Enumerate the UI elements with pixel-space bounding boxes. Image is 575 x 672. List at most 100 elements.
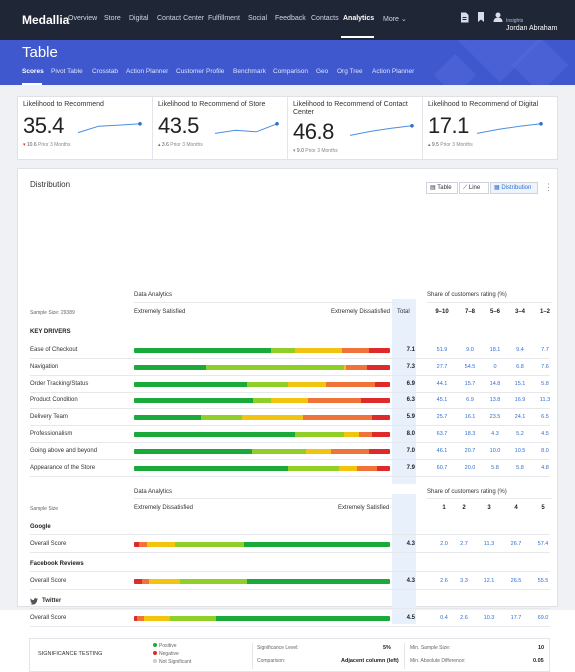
nav-item-feedback[interactable]: Feedback [275, 15, 306, 22]
share-value[interactable]: 5.8 [516, 464, 524, 471]
share-value[interactable]: 25.7 [436, 414, 448, 421]
kpi-card-likelihood-to-recommend-digital[interactable]: Likelihood to Recommend of Digital 17.1 … [423, 97, 557, 159]
kpi-card-likelihood-to-recommend-store[interactable]: Likelihood to Recommend of Store 43.5 ▴ … [153, 97, 288, 159]
share-value[interactable]: 16.1 [464, 414, 476, 421]
share-value[interactable]: 8.0 [541, 447, 549, 454]
tab-scores[interactable]: Scores [22, 68, 44, 75]
share-value[interactable]: 17.7 [510, 615, 522, 621]
nav-item-fulfillment[interactable]: Fulfillment [208, 15, 240, 22]
distribution-bar[interactable] [134, 398, 390, 404]
distribution-bar[interactable] [134, 364, 390, 370]
share-value[interactable]: 46.1 [436, 447, 448, 454]
nav-item-store[interactable]: Store [104, 15, 121, 22]
comparison-value[interactable]: Adjacent column (left) [341, 658, 399, 664]
share-value[interactable]: 63.7 [436, 431, 448, 437]
share-value[interactable]: 0 [493, 363, 497, 370]
distribution-bar[interactable] [134, 579, 390, 584]
share-value[interactable]: 45.1 [436, 397, 448, 404]
share-value[interactable]: 5.8 [491, 464, 499, 471]
min-diff-value[interactable]: 0.05 [533, 658, 544, 664]
share-value[interactable]: 20.7 [464, 447, 476, 454]
tab-org-tree[interactable]: Org Tree [337, 68, 363, 75]
document-icon[interactable] [458, 12, 470, 24]
share-value[interactable]: 9.0 [466, 347, 474, 353]
share-value[interactable]: 2.6 [440, 578, 448, 584]
share-value[interactable]: 6.5 [541, 414, 549, 421]
tab-customer-profile[interactable]: Customer Profile [176, 68, 225, 75]
share-value[interactable]: 55.5 [537, 578, 549, 584]
significance-level-value[interactable]: 5% [383, 645, 391, 651]
share-value[interactable]: 15.1 [514, 380, 526, 387]
share-value[interactable]: 6.9 [466, 397, 474, 404]
view-table-button[interactable]: ▤ Table [426, 182, 458, 194]
view-distribution-button[interactable]: ▦ Distribution [490, 182, 538, 194]
distribution-bar[interactable] [134, 381, 390, 387]
tab-crosstab[interactable]: Crosstab [92, 68, 119, 75]
share-value[interactable]: 51.9 [436, 347, 448, 353]
share-value[interactable]: 23.5 [489, 414, 501, 421]
tab-benchmark[interactable]: Benchmark [233, 68, 266, 75]
min-sample-value[interactable]: 10 [538, 645, 545, 651]
distribution-bar[interactable] [134, 448, 390, 454]
distribution-bar[interactable] [134, 432, 390, 437]
share-value[interactable]: 18.3 [464, 431, 476, 437]
share-value[interactable]: 5.2 [516, 431, 524, 437]
user-icon[interactable] [492, 12, 504, 24]
share-value[interactable]: 0.4 [440, 615, 448, 621]
share-value[interactable]: 10.0 [489, 447, 501, 454]
bookmark-icon[interactable] [475, 12, 487, 24]
share-value[interactable]: 4.8 [541, 464, 549, 471]
view-line-button[interactable]: ⟋ Line [459, 182, 489, 194]
kpi-card-likelihood-to-recommend[interactable]: Likelihood to Recommend 35.4 ▾ 10.6 Prio… [18, 97, 153, 159]
share-value[interactable]: 9.4 [516, 347, 524, 353]
nav-item-contacts[interactable]: Contacts [311, 15, 339, 22]
user-name[interactable]: Jordan Abraham [506, 25, 558, 32]
tab-geo[interactable]: Geo [316, 68, 329, 75]
share-value[interactable]: 3.3 [460, 578, 468, 584]
tab-action-planner-2[interactable]: Action Planner [372, 68, 415, 75]
nav-item-analytics[interactable]: Analytics [343, 15, 375, 22]
share-value[interactable]: 69.0 [537, 615, 549, 621]
share-value[interactable]: 11.3 [539, 397, 551, 404]
tab-pivot-table[interactable]: Pivot Table [51, 68, 83, 75]
share-value[interactable]: 7.6 [541, 363, 549, 370]
tab-comparison[interactable]: Comparison [273, 68, 309, 75]
kpi-card-likelihood-to-recommend-contact-center[interactable]: Likelihood to Recommend of Contact Cente… [288, 97, 423, 159]
share-value[interactable]: 6.8 [516, 363, 524, 370]
share-value[interactable]: 27.7 [436, 363, 448, 370]
nav-item-more[interactable]: More ⌄ [383, 15, 407, 23]
share-value[interactable]: 10.5 [514, 447, 526, 454]
share-value[interactable]: 26.7 [510, 541, 522, 547]
share-value[interactable]: 10.3 [483, 615, 495, 621]
tab-action-planner[interactable]: Action Planner [126, 68, 169, 75]
nav-item-social[interactable]: Social [248, 15, 268, 22]
nav-item-overview[interactable]: Overview [68, 15, 98, 22]
nav-item-contact-center[interactable]: Contact Center [157, 15, 205, 22]
share-value[interactable]: 60.7 [436, 464, 448, 471]
share-value[interactable]: 15.7 [464, 380, 476, 387]
share-value[interactable]: 14.8 [489, 380, 501, 387]
share-value[interactable]: 44.1 [436, 380, 448, 387]
more-options-icon[interactable]: ⋮ [544, 182, 553, 192]
share-value[interactable]: 16.9 [514, 397, 526, 404]
share-value[interactable]: 18.1 [489, 347, 501, 353]
share-value[interactable]: 7.7 [541, 347, 549, 353]
share-value[interactable]: 57.4 [537, 541, 549, 547]
distribution-bar[interactable] [134, 348, 390, 353]
nav-item-digital[interactable]: Digital [129, 15, 149, 22]
share-value[interactable]: 2.7 [460, 541, 468, 547]
distribution-bar[interactable] [134, 415, 390, 421]
share-value[interactable]: 2.6 [460, 615, 468, 621]
share-value[interactable]: 26.5 [510, 578, 522, 584]
distribution-bar[interactable] [134, 465, 390, 471]
share-value[interactable]: 54.5 [464, 363, 476, 370]
share-value[interactable]: 2.0 [440, 541, 448, 547]
share-value[interactable]: 11.3 [483, 541, 495, 547]
share-value[interactable]: 20.0 [464, 464, 476, 471]
share-value[interactable]: 4.5 [541, 431, 549, 437]
share-value[interactable]: 12.1 [483, 578, 495, 584]
share-value[interactable]: 24.1 [514, 414, 526, 421]
medallia-logo[interactable]: Medallia [22, 13, 70, 27]
distribution-bar[interactable] [134, 616, 390, 621]
distribution-bar[interactable] [134, 542, 390, 547]
